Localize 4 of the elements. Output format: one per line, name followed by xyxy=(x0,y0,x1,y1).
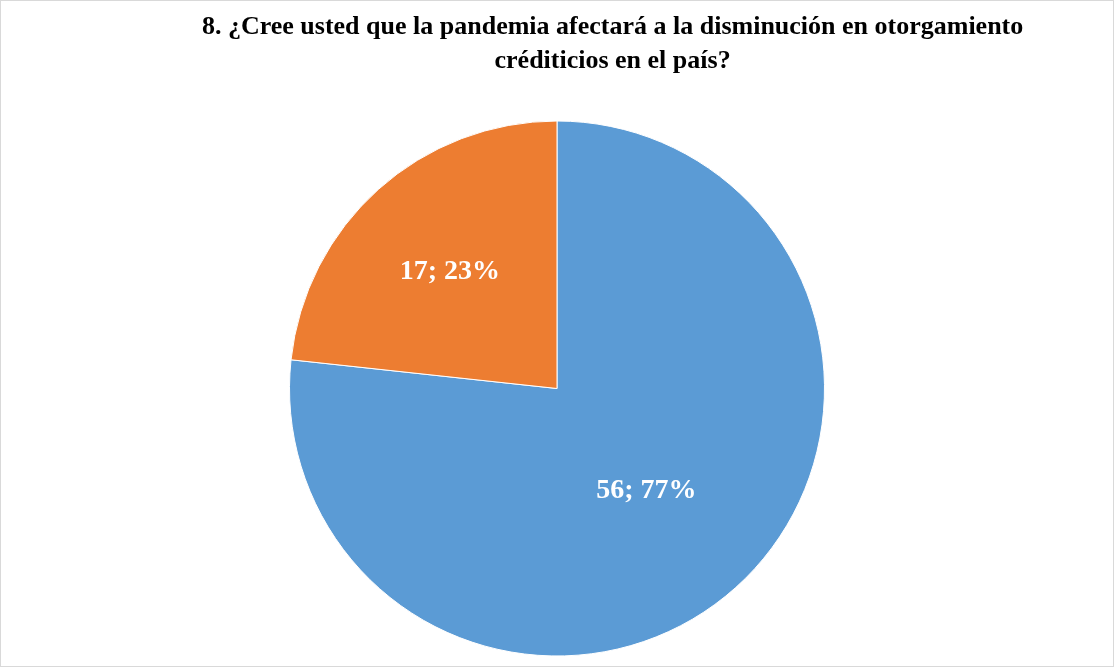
pie-slice xyxy=(289,120,825,657)
chart-title: 8. ¿Cree usted que la pandemia afectará a la disminución en otorgamiento créditicios en el país? xyxy=(201,11,1024,75)
data-label: 17; 23% xyxy=(399,253,501,285)
data-label: 56; 77% xyxy=(596,472,697,504)
